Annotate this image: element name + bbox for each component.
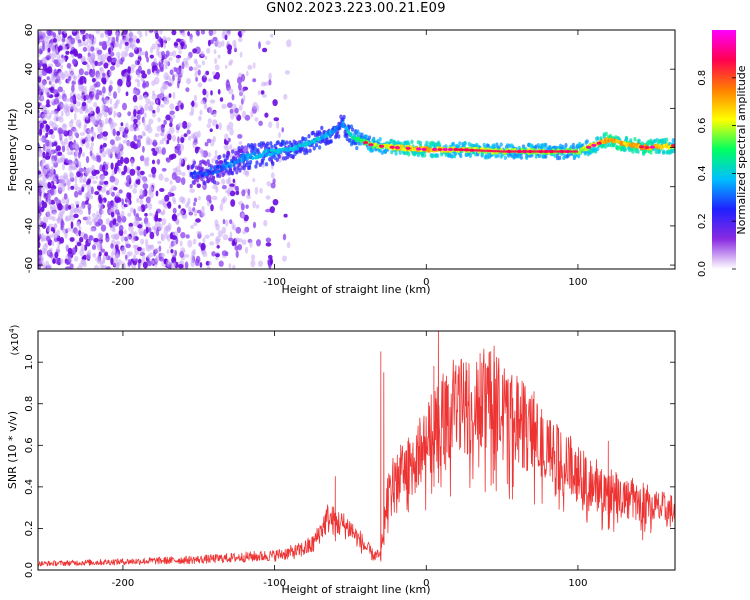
snr-y-scale-close: ) xyxy=(10,324,21,328)
snr-frame xyxy=(37,330,676,571)
spectrogram-y-tick-label: 60 xyxy=(24,24,35,37)
spectral-ridge xyxy=(189,114,675,189)
spectrogram-x-label: Height of straight line (km) xyxy=(281,283,430,296)
spectrogram-x-tick-label: -200 xyxy=(112,277,135,288)
snr-y-ticks: 0.0 0.2 0.4 0.6 0.8 1.0 xyxy=(24,354,675,578)
snr-y-tick-label: 0.6 xyxy=(24,437,35,453)
snr-y-scale: (x104) xyxy=(8,324,21,355)
spectrogram-y-tick-label: 20 xyxy=(24,102,35,115)
colorbar-ticks: 0.0 0.2 0.4 0.6 0.8 xyxy=(697,70,736,277)
colorbar: 0.0 0.2 0.4 0.6 0.8 Normalized spectral ampl… xyxy=(697,30,748,277)
snr-x-tick-label: -100 xyxy=(263,578,286,589)
snr-x-tick-label: -200 xyxy=(112,578,135,589)
spectrogram-y-tick-label: 40 xyxy=(24,63,35,76)
snr-plot-area xyxy=(38,331,675,567)
spectrogram-x-tick-label: -100 xyxy=(263,277,286,288)
spectrogram-x-ticks: -200 -100 0 100 xyxy=(112,30,587,288)
spectrogram-y-tick-label: -40 xyxy=(24,218,35,234)
snr-y-tick-label: 0.0 xyxy=(24,562,35,578)
snr-x-tick-label: 100 xyxy=(568,578,587,589)
snr-x-ticks: -200 -100 0 100 xyxy=(112,331,587,589)
snr-y-scale-exponent: 4 xyxy=(8,328,16,333)
spectrogram-panel: -200 -100 0 100 60 40 20 0 -20 -40 -60 Height of … xyxy=(6,24,676,296)
ridge-core-line xyxy=(456,148,578,153)
snr-y-tick-label: 0.8 xyxy=(24,396,35,412)
colorbar-tick-label: 0.6 xyxy=(697,118,708,134)
spectrogram-y-tick-label: -20 xyxy=(24,179,35,195)
spectrogram-x-tick-label: 0 xyxy=(423,277,429,288)
spectrogram-image xyxy=(38,30,675,269)
spectrogram-y-tick-label: -60 xyxy=(24,257,35,273)
colorbar-tick-label: 0.4 xyxy=(697,165,708,181)
colorbar-tick-label: 0.8 xyxy=(697,70,708,86)
snr-series-line xyxy=(38,331,675,567)
snr-y-tick-label: 1.0 xyxy=(24,354,35,370)
colorbar-tick-label: 0.2 xyxy=(697,213,708,229)
colorbar-label: Normalized spectral amplitude xyxy=(735,65,748,234)
snr-x-tick-label: 0 xyxy=(423,578,429,589)
spectrogram-y-ticks: 60 40 20 0 -20 -40 -60 xyxy=(24,24,675,273)
spectrogram-frame xyxy=(37,29,676,270)
spectrogram-y-tick-label: 0 xyxy=(24,144,35,150)
snr-x-label: Height of straight line (km) xyxy=(281,583,430,596)
snr-y-label: SNR (10 * v/v) xyxy=(6,411,19,489)
snr-y-scale-base: (x10 xyxy=(10,333,21,356)
snr-y-tick-label: 0.2 xyxy=(24,520,35,536)
snr-y-tick-label: 0.4 xyxy=(24,479,35,495)
page-title: GN02.2023.223.00.21.E09 xyxy=(266,1,446,16)
colorbar-tick-label: 0.0 xyxy=(697,261,708,277)
snr-panel: -200 -100 0 100 0.0 0.2 0.4 0.6 0.8 1.0 Height o… xyxy=(6,324,676,596)
spectrogram-x-tick-label: 100 xyxy=(568,277,587,288)
colorbar-gradient xyxy=(712,30,736,269)
spectrogram-y-label: Frequency (Hz) xyxy=(6,109,19,192)
noise-speckle xyxy=(38,30,292,269)
